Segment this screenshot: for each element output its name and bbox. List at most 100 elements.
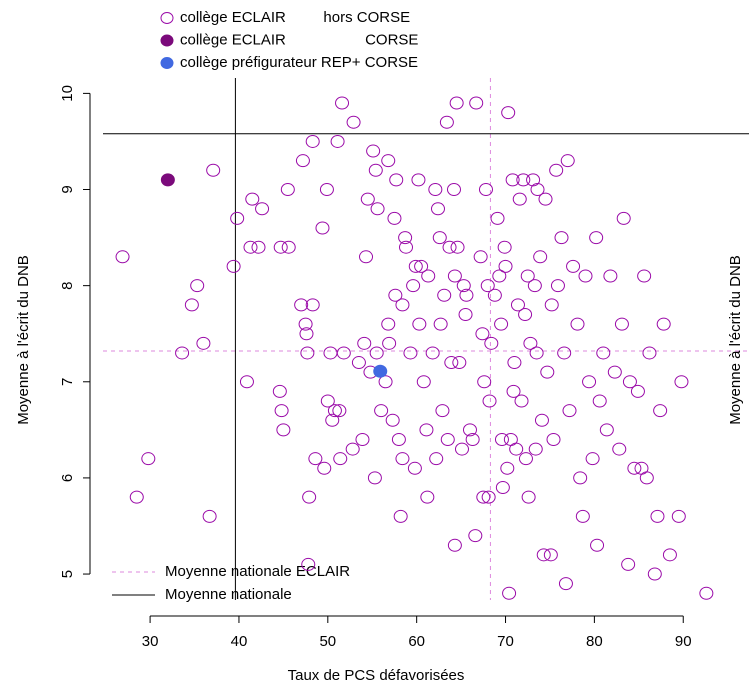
- point: [622, 375, 637, 389]
- legend-label: collège ECLAIR CORSE: [180, 31, 418, 48]
- point: [639, 471, 654, 485]
- point: [447, 269, 462, 283]
- point: [335, 96, 350, 110]
- x-axis-label: Taux de PCS défavorisées: [288, 667, 465, 684]
- point: [382, 336, 397, 350]
- point: [549, 163, 564, 177]
- point: [518, 452, 533, 466]
- point: [357, 336, 372, 350]
- point: [406, 279, 421, 293]
- point: [411, 173, 426, 187]
- point: [300, 346, 315, 360]
- y-tick-label: 7: [59, 378, 76, 386]
- point: [459, 288, 474, 302]
- x-tick-label: 60: [408, 633, 425, 650]
- point: [671, 509, 686, 523]
- point: [480, 279, 495, 293]
- point: [454, 442, 469, 456]
- point: [476, 490, 491, 504]
- point: [439, 115, 454, 129]
- point: [501, 106, 516, 120]
- point: [432, 231, 447, 245]
- point: [450, 240, 465, 254]
- point: [557, 346, 572, 360]
- point: [585, 452, 600, 466]
- point: [274, 404, 289, 418]
- point: [699, 586, 714, 600]
- point: [447, 538, 462, 552]
- y-tick-label: 6: [59, 474, 76, 482]
- point: [276, 423, 291, 437]
- point: [305, 298, 320, 312]
- point: [518, 307, 533, 321]
- point: [393, 509, 408, 523]
- point: [536, 548, 551, 562]
- y-tick-label: 10: [59, 85, 76, 102]
- point: [129, 490, 144, 504]
- point: [523, 336, 538, 350]
- point: [305, 134, 320, 148]
- point: [369, 346, 384, 360]
- point: [514, 394, 529, 408]
- point: [281, 240, 296, 254]
- point: [502, 586, 517, 600]
- point: [381, 154, 396, 168]
- point: [560, 154, 575, 168]
- legend-label: collège préfigurateur REP+ CORSE: [180, 54, 418, 71]
- point: [398, 231, 413, 245]
- point: [239, 375, 254, 389]
- point: [452, 356, 467, 370]
- point: [482, 394, 497, 408]
- point: [407, 461, 422, 475]
- point: [420, 490, 435, 504]
- point: [582, 375, 597, 389]
- point: [494, 432, 509, 446]
- point: [333, 452, 348, 466]
- legend-marker: [160, 57, 174, 69]
- point: [469, 96, 484, 110]
- point: [206, 163, 221, 177]
- point: [184, 298, 199, 312]
- point: [403, 346, 418, 360]
- point: [494, 317, 509, 331]
- point: [468, 529, 483, 543]
- point: [544, 298, 559, 312]
- legend-label: collège ECLAIR hors CORSE: [180, 9, 410, 26]
- point: [614, 317, 629, 331]
- point: [484, 336, 499, 350]
- point: [430, 202, 445, 216]
- point: [621, 557, 636, 571]
- point: [573, 471, 588, 485]
- point: [368, 163, 383, 177]
- x-tick-label: 90: [675, 633, 692, 650]
- point: [634, 461, 649, 475]
- point: [416, 375, 431, 389]
- point: [428, 183, 443, 197]
- point: [226, 259, 241, 273]
- point: [175, 346, 190, 360]
- point: [530, 183, 545, 197]
- point: [323, 346, 338, 360]
- point: [477, 375, 492, 389]
- point: [243, 240, 258, 254]
- point: [272, 384, 287, 398]
- point: [566, 259, 581, 273]
- point: [503, 432, 518, 446]
- point: [650, 509, 665, 523]
- point: [526, 173, 541, 187]
- point: [330, 134, 345, 148]
- point: [543, 548, 558, 562]
- point: [345, 442, 360, 456]
- point: [498, 259, 513, 273]
- point: [336, 346, 351, 360]
- point: [315, 221, 330, 235]
- point: [505, 173, 520, 187]
- point: [589, 231, 604, 245]
- point: [647, 567, 662, 581]
- point: [637, 269, 652, 283]
- legend-marker: [160, 34, 174, 47]
- legend-marker: [160, 12, 174, 24]
- point: [327, 404, 342, 418]
- point: [389, 173, 404, 187]
- point: [490, 211, 505, 225]
